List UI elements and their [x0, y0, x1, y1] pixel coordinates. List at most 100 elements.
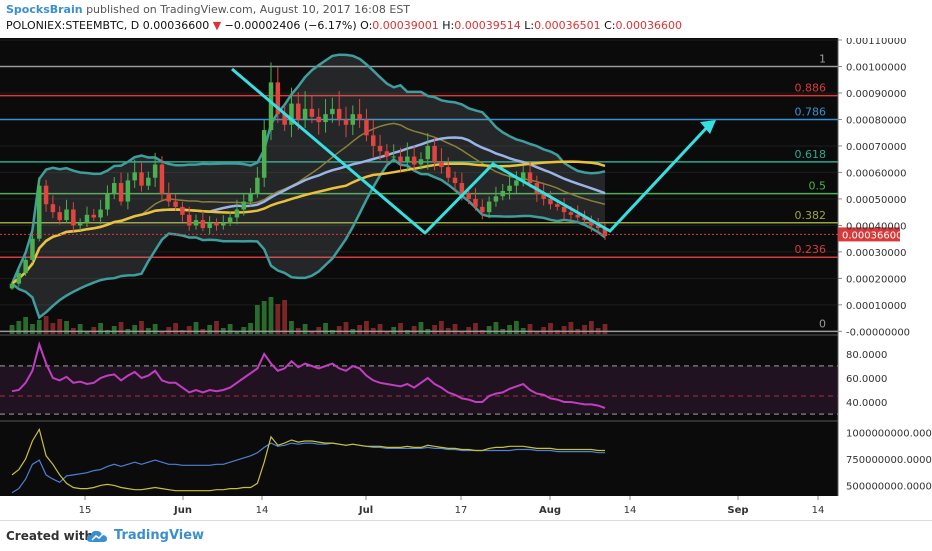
candle-body [50, 204, 56, 213]
volume-bar [118, 322, 124, 334]
volume-bar [132, 325, 138, 334]
author-link[interactable]: SpocksBrain [6, 3, 83, 16]
fib-level-label: 0.886 [795, 82, 827, 95]
candle-body [30, 238, 35, 260]
volume-bar [111, 326, 117, 334]
candle-body [186, 214, 192, 226]
candle-body [316, 116, 321, 123]
volume-bar [432, 325, 437, 334]
volume-bar [23, 317, 29, 334]
candle-body [166, 193, 172, 202]
candle-body [296, 103, 301, 120]
candle-body [405, 156, 410, 162]
volume-bar [514, 321, 519, 334]
rsi-line [11, 340, 606, 409]
candle-body [445, 167, 451, 178]
candle-body [323, 114, 328, 123]
open-value: 0.00039001 [372, 19, 439, 32]
price-axis-label: 0.00070000 [846, 142, 906, 153]
candle-body [214, 222, 219, 226]
obv-line [11, 427, 605, 492]
candle-body [398, 156, 403, 162]
volume-bar [207, 325, 213, 334]
price-axis-background [838, 38, 932, 520]
change-value: −0.00002406 (−6.17%) [224, 19, 357, 32]
candle-body [282, 114, 287, 125]
volume-bar [9, 325, 15, 334]
obv-axis-label: 1000000000.0000 [846, 429, 932, 440]
price-axis-label: 0.00020000 [846, 274, 906, 285]
volume-bar [473, 323, 478, 334]
candle-body [302, 108, 308, 120]
candle-body [364, 119, 369, 136]
candle-body [507, 185, 512, 191]
candle-body [350, 114, 356, 125]
candle-body [268, 82, 274, 131]
cloud-logo-icon [86, 530, 107, 542]
candle-body [289, 103, 294, 125]
volume-bar [507, 325, 512, 334]
volume-bar [282, 300, 288, 334]
tradingview-brand[interactable]: TradingView [114, 528, 205, 543]
candle-body [64, 209, 69, 221]
down-arrow-icon: ▼ [212, 19, 222, 32]
symbol-label: POLONIEX:STEEMBTC, D [6, 19, 140, 32]
high-label: H: [442, 19, 455, 32]
bollinger-lower-band [11, 157, 606, 320]
candle-body [520, 172, 526, 181]
fib-level-label: 0.786 [795, 105, 827, 118]
volume-bar [98, 323, 103, 334]
candle-body [227, 217, 233, 223]
low-value: 0.00036501 [534, 19, 601, 32]
volume-bar [16, 321, 22, 334]
candle-body [411, 156, 417, 165]
volume-bar [91, 327, 97, 334]
volume-bar [398, 323, 403, 334]
volume-bar [289, 321, 294, 334]
candle-body [575, 214, 580, 218]
candle-body [132, 172, 137, 181]
volume-bar [452, 324, 458, 334]
candle-body [309, 108, 315, 117]
volume-bar [411, 326, 417, 334]
candle-body [466, 193, 471, 199]
volume-bar [173, 323, 178, 334]
candle-body [439, 161, 444, 168]
candle-body [391, 156, 396, 158]
candle-body [84, 214, 90, 223]
volume-bar [582, 325, 587, 334]
candle-body [425, 145, 431, 160]
volume-bar [36, 320, 42, 334]
candle-body [193, 220, 199, 226]
candle-body [43, 185, 49, 205]
candle-body [343, 119, 349, 125]
time-axis-label: 15 [79, 505, 92, 516]
candle-body [105, 193, 110, 210]
candle-body [527, 172, 533, 184]
candle-body [37, 185, 42, 239]
open-label: O: [360, 19, 373, 32]
candle-body [541, 193, 546, 199]
volume-bar [439, 321, 444, 334]
chart-header: SpocksBrain published on TradingView.com… [0, 0, 932, 38]
candle-body [152, 164, 158, 178]
candle-body [377, 145, 383, 152]
close-label: C: [604, 19, 616, 32]
volume-bar [227, 324, 233, 334]
last-price-badge [838, 227, 900, 242]
volume-bar [384, 331, 390, 334]
obv-line [11, 442, 605, 494]
published-text: published on TradingView.com, August 10,… [86, 3, 411, 16]
fib-level-label: 0.618 [795, 148, 827, 161]
time-axis-label: 14 [812, 505, 825, 516]
symbol-line: POLONIEX:STEEMBTC, D 0.00036600 ▼ −0.000… [6, 19, 682, 32]
fib-level-label: 0 [819, 317, 826, 330]
volume-bar [64, 321, 69, 334]
time-axis-label: 14 [624, 505, 637, 516]
volume-bar [486, 326, 492, 334]
candle-body [91, 214, 97, 218]
price-axis-label: 0.00060000 [846, 168, 906, 179]
price-axis-label: -0.00000000 [846, 327, 910, 338]
time-axis-background [0, 496, 838, 520]
chart-canvas[interactable]: 1 0.886 0.786 0.618 0.5 0.382 0.236 0 0.00036600… [0, 38, 932, 520]
